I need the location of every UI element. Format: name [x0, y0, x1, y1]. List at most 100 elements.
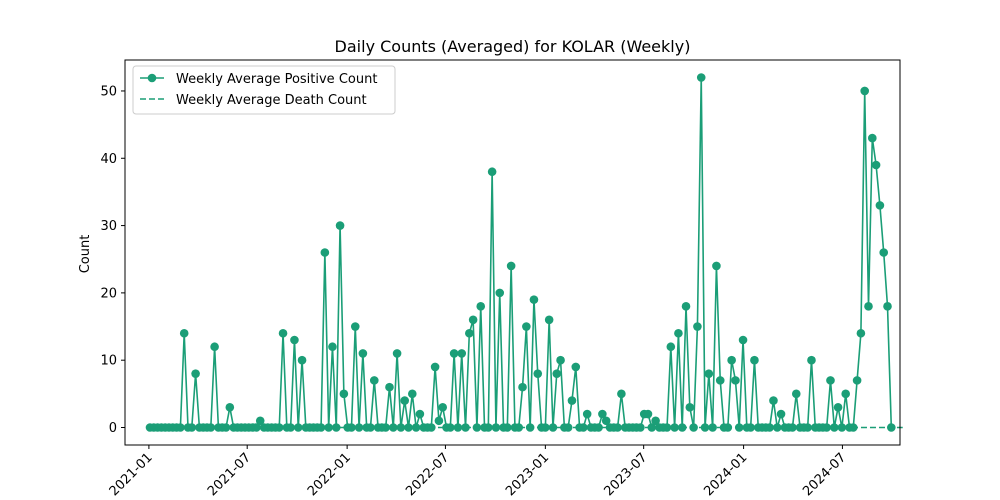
- y-tick-label: 0: [109, 421, 117, 436]
- y-tick-label: 50: [100, 84, 117, 99]
- data-point: [518, 382, 527, 392]
- data-point: [328, 342, 337, 352]
- data-point: [871, 160, 881, 170]
- data-point: [594, 423, 603, 432]
- data-point: [335, 221, 345, 230]
- data-point: [826, 376, 835, 385]
- y-axis: 0 10 20 30 40 50: [100, 84, 125, 436]
- data-point: [674, 328, 683, 338]
- data-point: [392, 349, 402, 358]
- data-point: [700, 423, 710, 432]
- data-point: [225, 403, 235, 412]
- data-point: [278, 328, 288, 338]
- data-point: [769, 396, 778, 405]
- y-tick-label: 20: [100, 286, 117, 301]
- data-point: [681, 302, 691, 311]
- data-point: [506, 261, 516, 271]
- data-point: [837, 423, 847, 432]
- data-point: [255, 416, 265, 426]
- data-point: [647, 423, 657, 432]
- data-point: [765, 423, 774, 432]
- data-point: [666, 342, 676, 352]
- legend: Weekly Average Positive Count Weekly Ave…: [132, 65, 396, 115]
- data-point: [617, 389, 626, 399]
- legend-entry-death: Weekly Average Death Count: [140, 93, 367, 108]
- data-point: [750, 355, 759, 365]
- data-point: [693, 322, 702, 331]
- data-point: [791, 389, 801, 399]
- data-point: [833, 403, 843, 412]
- data-point: [522, 322, 531, 331]
- legend-swatch-positive-marker: [147, 73, 157, 83]
- data-point: [495, 288, 505, 298]
- data-point: [544, 315, 554, 325]
- data-point: [438, 403, 448, 412]
- data-point: [457, 349, 467, 358]
- data-point: [651, 416, 660, 426]
- y-tick-label: 30: [100, 219, 117, 234]
- data-point: [772, 423, 782, 432]
- data-point: [290, 335, 299, 345]
- legend-label-death: Weekly Average Death Count: [176, 93, 367, 108]
- data-point: [468, 315, 478, 325]
- data-point: [731, 376, 740, 385]
- data-point: [856, 328, 866, 338]
- data-point: [369, 376, 379, 385]
- plot-area: [145, 73, 903, 432]
- data-point: [727, 355, 736, 365]
- data-point: [385, 382, 394, 392]
- legend-box: [132, 65, 396, 115]
- data-point: [503, 423, 512, 432]
- data-point: [324, 423, 333, 432]
- data-point: [331, 423, 341, 432]
- y-axis-label: Count: [78, 235, 93, 274]
- data-point: [529, 295, 539, 304]
- data-point: [875, 201, 885, 210]
- data-point: [567, 396, 577, 405]
- data-point: [696, 73, 706, 82]
- data-point: [434, 416, 444, 426]
- data-point: [715, 376, 725, 385]
- data-point: [571, 362, 581, 372]
- data-point: [776, 409, 786, 419]
- data-point: [210, 342, 219, 352]
- data-point: [582, 409, 592, 419]
- legend-entry-positive: Weekly Average Positive Count: [140, 72, 377, 87]
- data-point: [358, 349, 368, 358]
- data-point: [860, 86, 869, 96]
- data-point: [533, 369, 543, 378]
- data-point: [883, 302, 892, 311]
- data-point: [339, 389, 349, 399]
- data-point: [191, 369, 200, 378]
- plot-frame: [124, 59, 901, 446]
- data-point: [400, 396, 410, 405]
- data-point: [864, 302, 873, 311]
- data-point: [556, 355, 565, 365]
- y-tick-label: 40: [100, 152, 117, 167]
- data-point: [643, 409, 653, 419]
- data-point: [297, 355, 307, 365]
- data-point: [476, 302, 486, 311]
- data-point: [179, 328, 189, 338]
- data-point: [841, 389, 850, 399]
- data-point: [415, 409, 425, 419]
- data-point: [487, 167, 497, 177]
- legend-label-positive: Weekly Average Positive Count: [176, 72, 377, 87]
- data-point: [598, 409, 607, 419]
- data-point: [746, 423, 755, 432]
- data-point: [449, 349, 459, 358]
- data-point: [430, 362, 440, 372]
- data-point: [350, 322, 360, 331]
- data-point: [704, 369, 714, 378]
- data-point: [396, 423, 406, 432]
- data-point: [613, 423, 622, 432]
- data-point: [712, 261, 721, 271]
- y-tick-label: 10: [100, 354, 117, 369]
- data-point: [552, 369, 562, 378]
- data-point: [465, 328, 474, 338]
- data-point: [514, 423, 524, 432]
- data-point: [738, 335, 748, 345]
- data-point: [685, 403, 695, 412]
- data-point: [206, 423, 216, 432]
